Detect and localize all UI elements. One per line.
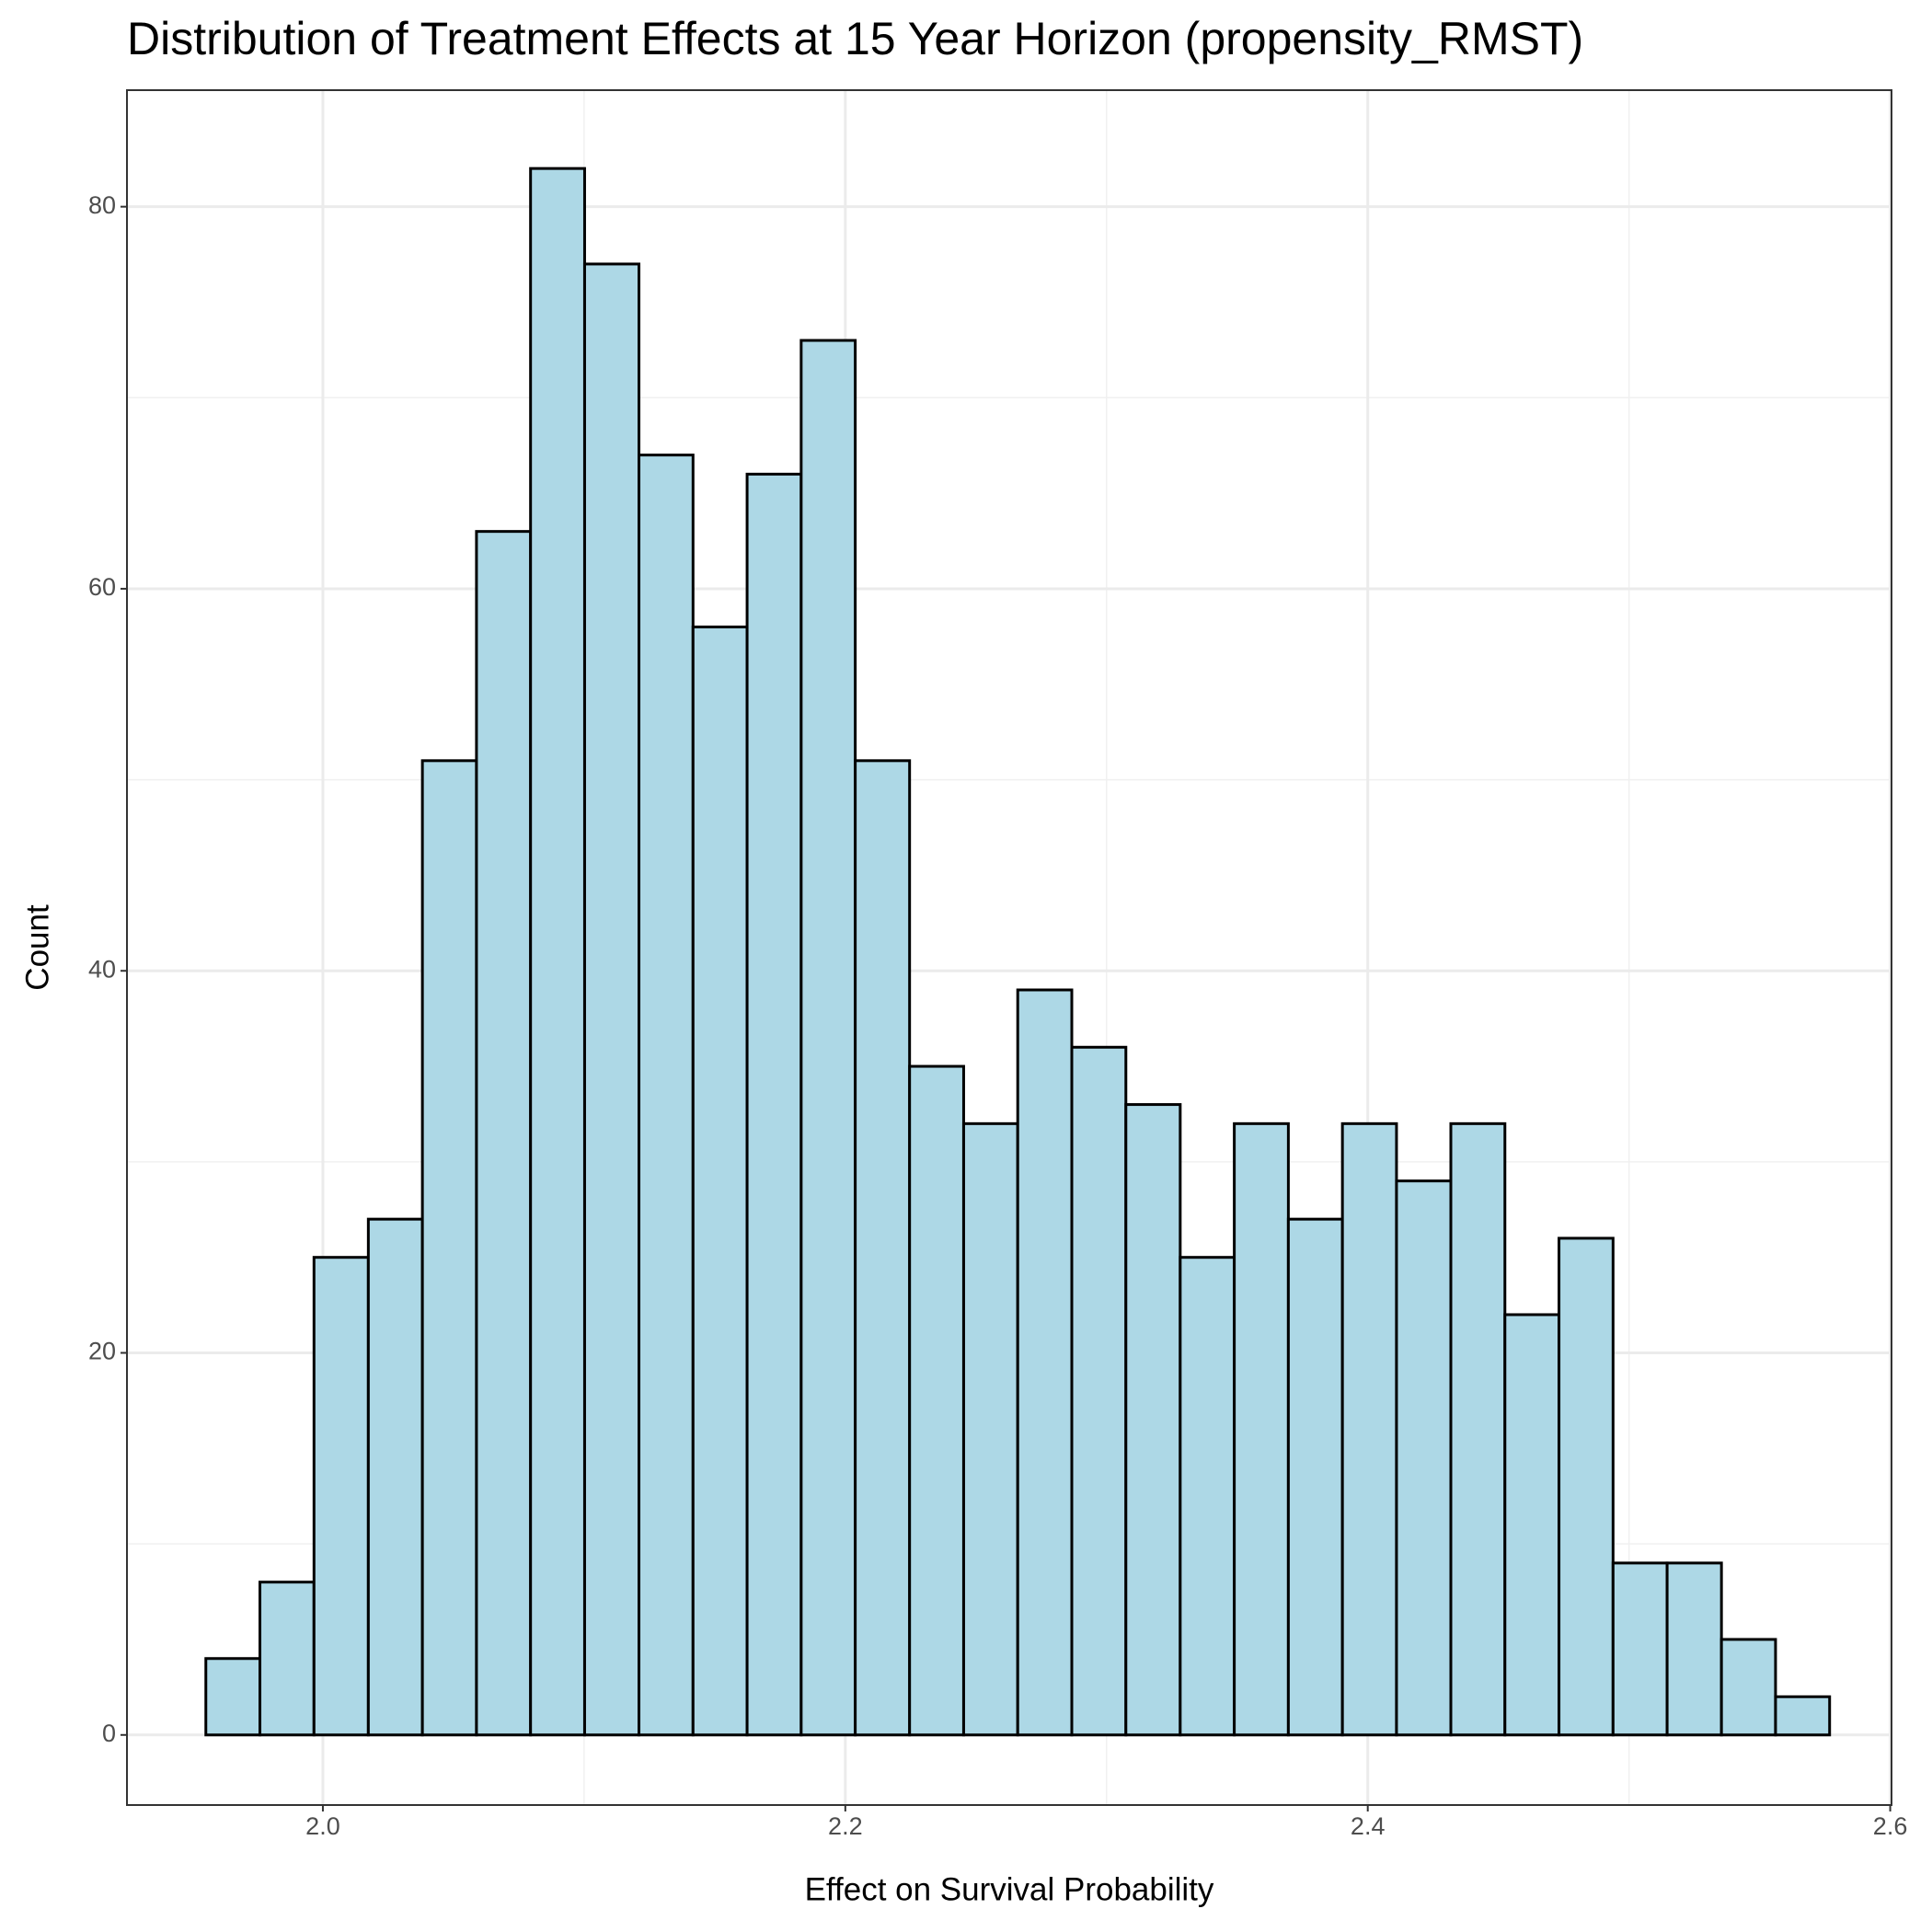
bar [908,1064,965,1737]
y-tick-label: 40 [88,955,116,983]
bar [961,1121,1019,1737]
bar [638,454,695,1737]
y-tick-label: 60 [88,573,116,601]
bar [1558,1236,1615,1737]
bar [1774,1695,1832,1737]
bar [1016,988,1074,1737]
bar [1286,1217,1344,1737]
bar [799,339,857,1737]
bar [1395,1179,1453,1737]
bar [475,530,533,1737]
bar [582,262,641,1737]
y-tick-label: 20 [88,1338,116,1365]
bar [1179,1256,1236,1737]
bar [1503,1313,1561,1737]
y-axis-title: Count [19,904,55,991]
bar [745,472,803,1737]
bar [529,167,586,1737]
bar [1070,1045,1128,1737]
bar [1340,1121,1398,1737]
bar [1665,1561,1723,1737]
bar [259,1581,316,1737]
y-tick-label: 80 [88,191,116,219]
x-tick-label: 2.2 [828,1812,863,1840]
bar [204,1657,262,1737]
bar [312,1256,370,1737]
y-tick-label: 0 [102,1719,116,1747]
bar [366,1217,424,1737]
bar [1449,1121,1507,1737]
panel-border [126,89,1892,1806]
bar [1124,1103,1182,1737]
chart-title: Distribution of Treatment Effects at 15 … [127,13,1583,64]
bar [854,759,912,1737]
bar [420,759,478,1737]
bar [691,625,749,1737]
bar [1719,1638,1777,1737]
bar [1233,1121,1290,1737]
x-tick-label: 2.4 [1351,1812,1386,1840]
x-tick-label: 2.6 [1873,1812,1908,1840]
x-tick-label: 2.0 [305,1812,340,1840]
bar [1611,1561,1669,1737]
x-axis-title: Effect on Survival Probability [805,1871,1214,1907]
